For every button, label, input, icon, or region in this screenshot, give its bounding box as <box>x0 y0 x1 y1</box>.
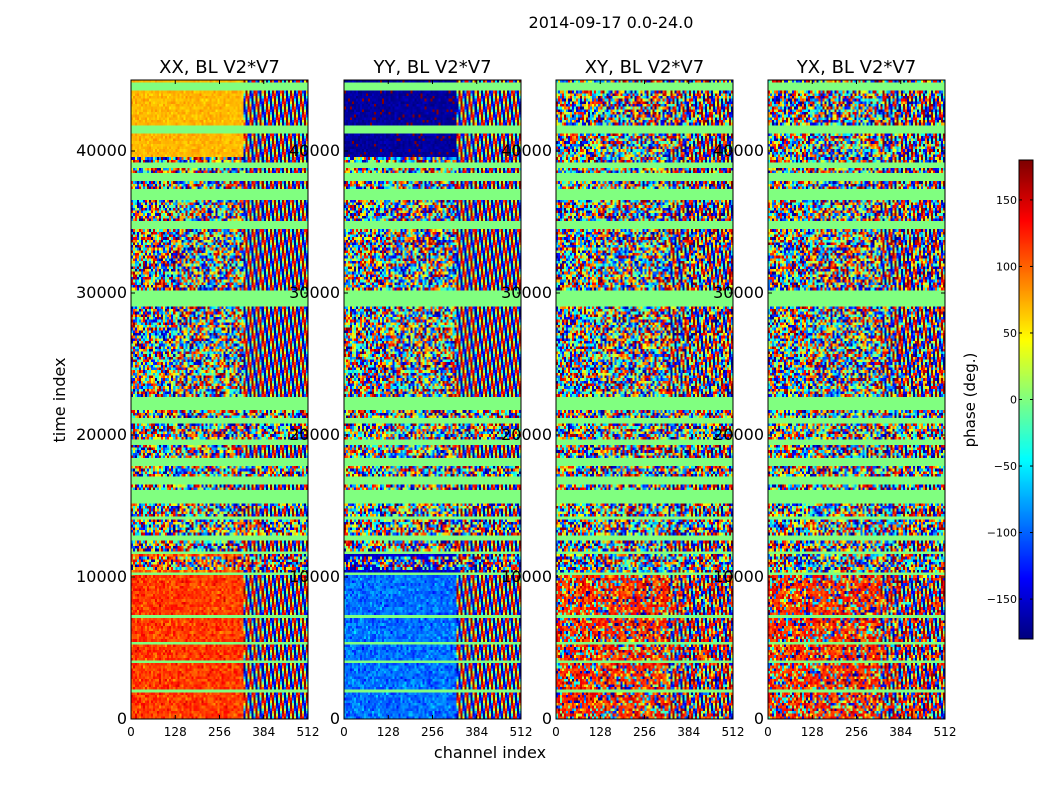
colorbar-tick-label: 150 <box>996 194 1017 207</box>
panel-cross-3: YX, BL V2*V7 0 128 256 384 512 0 10000 20000 3000… <box>713 57 956 739</box>
x-tick-label: 128 <box>801 725 824 739</box>
panels: XX, BL V2*V7 0 128 256 384 512 0 10000 20000 3000… <box>76 57 956 739</box>
colorbar-tick-label: 50 <box>1003 327 1017 340</box>
y-tick-label: 30000 <box>76 283 127 302</box>
colorbar-tick-label: −100 <box>987 527 1017 540</box>
heatmap-image <box>131 80 308 719</box>
x-tick-label: 512 <box>510 725 533 739</box>
y-tick-label: 0 <box>117 709 127 728</box>
x-tick-label: 128 <box>164 725 187 739</box>
y-tick-label: 0 <box>542 709 552 728</box>
x-tick-label: 384 <box>252 725 275 739</box>
panel-title: XX, BL V2*V7 <box>159 57 280 78</box>
colorbar-gradient <box>1019 160 1033 639</box>
x-tick-label: 256 <box>208 725 231 739</box>
x-tick-label: 512 <box>934 725 957 739</box>
y-tick-label: 40000 <box>501 141 552 160</box>
panel-yy-1: YY, BL V2*V7 0 128 256 384 512 0 10000 20000 3000… <box>289 57 532 739</box>
x-tick-label: 256 <box>633 725 656 739</box>
x-tick-label: 256 <box>845 725 868 739</box>
y-tick-label: 40000 <box>713 141 764 160</box>
panel-title: XY, BL V2*V7 <box>585 57 704 78</box>
y-tick-label: 30000 <box>289 283 340 302</box>
x-tick-label: 256 <box>421 725 444 739</box>
x-tick-label: 384 <box>889 725 912 739</box>
heatmap-image <box>344 80 521 719</box>
colorbar-label: phase (deg.) <box>961 353 979 448</box>
y-tick-label: 10000 <box>289 567 340 586</box>
x-tick-label: 0 <box>340 725 348 739</box>
colorbar-tick-label: 0 <box>1010 394 1017 407</box>
panel-title: YY, BL V2*V7 <box>372 57 491 78</box>
figure-suptitle: 2014-09-17 0.0-24.0 <box>529 13 694 32</box>
y-tick-label: 20000 <box>713 425 764 444</box>
y-tick-label: 10000 <box>713 567 764 586</box>
x-tick-label: 384 <box>677 725 700 739</box>
x-tick-label: 128 <box>589 725 612 739</box>
y-tick-label: 10000 <box>76 567 127 586</box>
y-tick-label: 10000 <box>501 567 552 586</box>
y-tick-label: 0 <box>754 709 764 728</box>
x-tick-label: 384 <box>465 725 488 739</box>
x-tick-label: 512 <box>722 725 745 739</box>
heatmap-image <box>556 80 733 719</box>
x-tick-label: 128 <box>377 725 400 739</box>
y-tick-label: 20000 <box>289 425 340 444</box>
y-tick-label: 30000 <box>713 283 764 302</box>
x-tick-label: 0 <box>764 725 772 739</box>
y-tick-label: 40000 <box>76 141 127 160</box>
y-tick-label: 20000 <box>76 425 127 444</box>
y-tick-label: 40000 <box>289 141 340 160</box>
colorbar-tick-label: −50 <box>994 460 1017 473</box>
x-tick-label: 0 <box>127 725 135 739</box>
x-tick-label: 512 <box>297 725 320 739</box>
panel-title: YX, BL V2*V7 <box>796 57 916 78</box>
y-tick-label: 0 <box>330 709 340 728</box>
y-tick-label: 20000 <box>501 425 552 444</box>
heatmap-image <box>768 80 945 719</box>
y-axis-label: time index <box>50 357 69 442</box>
colorbar-tick-label: 100 <box>996 260 1017 273</box>
x-axis-label: channel index <box>434 743 546 762</box>
colorbar-tick-label: −150 <box>987 593 1017 606</box>
colorbar: 150 100 50 0 −50 −100 −150 <box>987 159 1034 640</box>
panel-cross-2: XY, BL V2*V7 0 128 256 384 512 0 10000 20000 3000… <box>501 57 744 739</box>
x-tick-label: 0 <box>552 725 560 739</box>
panel-xx-0: XX, BL V2*V7 0 128 256 384 512 0 10000 20000 3000… <box>76 57 319 739</box>
y-tick-label: 30000 <box>501 283 552 302</box>
